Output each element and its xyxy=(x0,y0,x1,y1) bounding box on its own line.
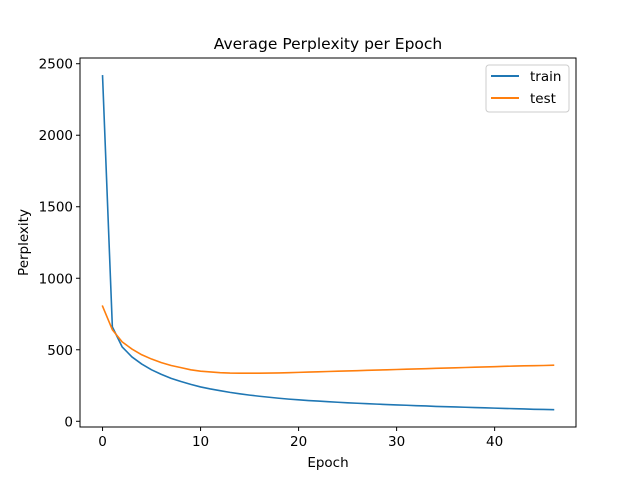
y-tick-label: 0 xyxy=(64,414,73,430)
y-tick-label: 1000 xyxy=(39,271,73,287)
x-axis-ticks: 0 10 20 30 40 xyxy=(98,427,503,450)
legend-label-train: train xyxy=(530,69,561,85)
plot-frame xyxy=(79,57,577,428)
y-tick-label: 500 xyxy=(47,343,73,359)
y-tick-label: 2000 xyxy=(39,128,73,144)
y-tick-label: 1500 xyxy=(39,200,73,216)
series-line-train xyxy=(101,75,555,411)
chart-title: Average Perplexity per Epoch xyxy=(214,35,442,53)
y-tick-label: 2500 xyxy=(39,57,73,73)
x-tick-label: 10 xyxy=(192,434,209,450)
x-tick-label: 40 xyxy=(486,434,503,450)
x-tick-label: 20 xyxy=(290,434,307,450)
y-axis-label: Perplexity xyxy=(16,209,32,276)
x-axis-label: Epoch xyxy=(307,455,348,471)
series-layer xyxy=(101,75,555,411)
legend: train test xyxy=(485,64,570,113)
series-line-test xyxy=(101,305,555,375)
x-tick-label: 0 xyxy=(98,434,107,450)
legend-label-test: test xyxy=(530,91,556,107)
y-axis-ticks: 0 500 1000 1500 2000 2500 xyxy=(39,57,80,430)
x-tick-label: 30 xyxy=(388,434,405,450)
